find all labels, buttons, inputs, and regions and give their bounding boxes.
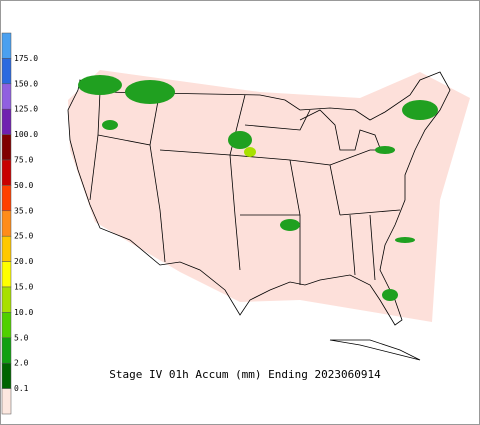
- legend-label: 10.0: [14, 308, 33, 317]
- legend-label: 25.0: [14, 232, 33, 241]
- precip-areas: [78, 75, 438, 301]
- legend-swatch: [1, 337, 12, 364]
- legend-swatch: [1, 210, 12, 237]
- legend-label: 20.0: [14, 257, 33, 266]
- legend-swatch: [1, 235, 12, 262]
- legend-label: 125.0: [14, 105, 38, 114]
- boundaries: [67, 71, 451, 361]
- legend-label: 35.0: [14, 206, 33, 215]
- legend-swatch: [1, 261, 12, 288]
- legend-swatch: [1, 286, 12, 313]
- map-title: Stage IV 01h Accum (mm) Ending 202306091…: [109, 368, 381, 381]
- legend-swatch: [1, 58, 12, 85]
- legend-label: 5.0: [14, 333, 29, 342]
- legend-swatch: [1, 134, 12, 161]
- legend-label: 175.0: [14, 54, 38, 63]
- legend-swatch: [1, 185, 12, 212]
- legend-swatch: [1, 312, 12, 339]
- legend-label: 75.0: [14, 156, 33, 165]
- legend-label: 50.0: [14, 181, 33, 190]
- legend-swatch: [1, 159, 12, 186]
- legend-label: 15.0: [14, 283, 33, 292]
- legend-swatch: [1, 83, 12, 110]
- legend-swatch: [1, 108, 12, 135]
- legend-label: 2.0: [14, 359, 29, 368]
- color-legend: 175.0 150.0 125.0 100.0 75.0 50.0 35.0 25.0 20.0…: [1, 32, 38, 415]
- legend-swatch: [1, 362, 12, 389]
- legend-label: 150.0: [14, 79, 38, 88]
- legend-label: 0.1: [14, 384, 29, 393]
- legend-swatch: [1, 388, 12, 415]
- legend-label: 100.0: [14, 130, 38, 139]
- legend-swatch: [1, 32, 12, 59]
